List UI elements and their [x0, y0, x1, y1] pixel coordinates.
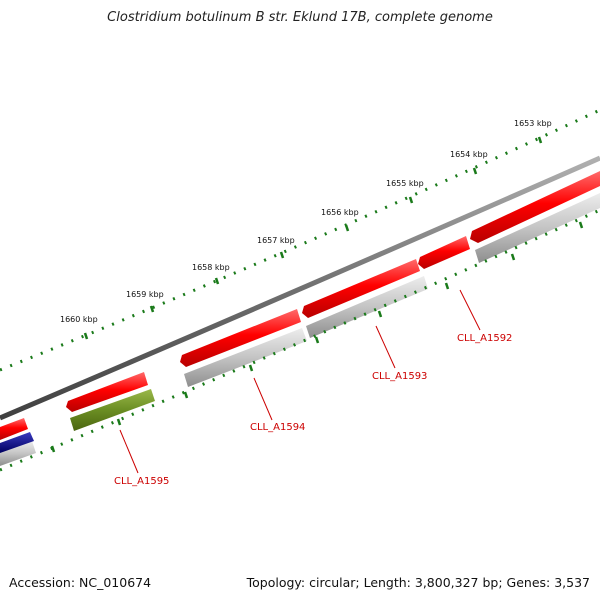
ruler-label: 1658 kbp	[192, 263, 230, 272]
gene-forward[interactable]	[470, 171, 600, 243]
ruler-label: 1655 kbp	[386, 179, 424, 188]
gene-forward[interactable]	[418, 236, 470, 269]
gene-green[interactable]	[70, 389, 155, 431]
ruler-label: 1660 kbp	[60, 315, 98, 324]
accession-text: Accession: NC_010674	[9, 575, 152, 590]
ruler-label: 1656 kbp	[321, 208, 359, 217]
gene-forward[interactable]	[302, 259, 420, 318]
ruler-label: 1659 kbp	[126, 290, 164, 299]
gene-label[interactable]: CLL_A1594	[250, 422, 305, 433]
gene-forward[interactable]	[180, 309, 301, 367]
ruler-label: 1653 kbp	[514, 119, 552, 128]
gene-blue[interactable]	[0, 432, 34, 453]
forward-genes[interactable]	[0, 171, 600, 440]
reverse-genes[interactable]	[0, 193, 600, 466]
gene-reverse[interactable]	[0, 441, 36, 466]
ruler-major-ticks	[83, 136, 543, 340]
ruler-label: 1657 kbp	[257, 236, 295, 245]
genome-summary-text: Topology: circular; Length: 3,800,327 bp…	[246, 575, 590, 590]
gene-reverse[interactable]	[306, 276, 428, 338]
gene-label[interactable]: CLL_A1593	[372, 371, 427, 382]
map-title: Clostridium botulinum B str. Eklund 17B,…	[107, 10, 493, 25]
gene-reverse[interactable]	[475, 193, 600, 263]
ruler-inner-major-ticks	[50, 221, 584, 453]
ruler-ticks-inner	[0, 208, 600, 472]
label-leaders	[119, 289, 481, 474]
gene-forward[interactable]	[0, 418, 28, 440]
gene-label[interactable]: CLL_A1595	[114, 476, 169, 487]
gene-reverse[interactable]	[184, 328, 307, 387]
genome-backbone	[0, 155, 600, 421]
gene-forward[interactable]	[66, 372, 148, 412]
ruler-label: 1654 kbp	[450, 150, 488, 159]
gene-label[interactable]: CLL_A1592	[457, 333, 512, 344]
